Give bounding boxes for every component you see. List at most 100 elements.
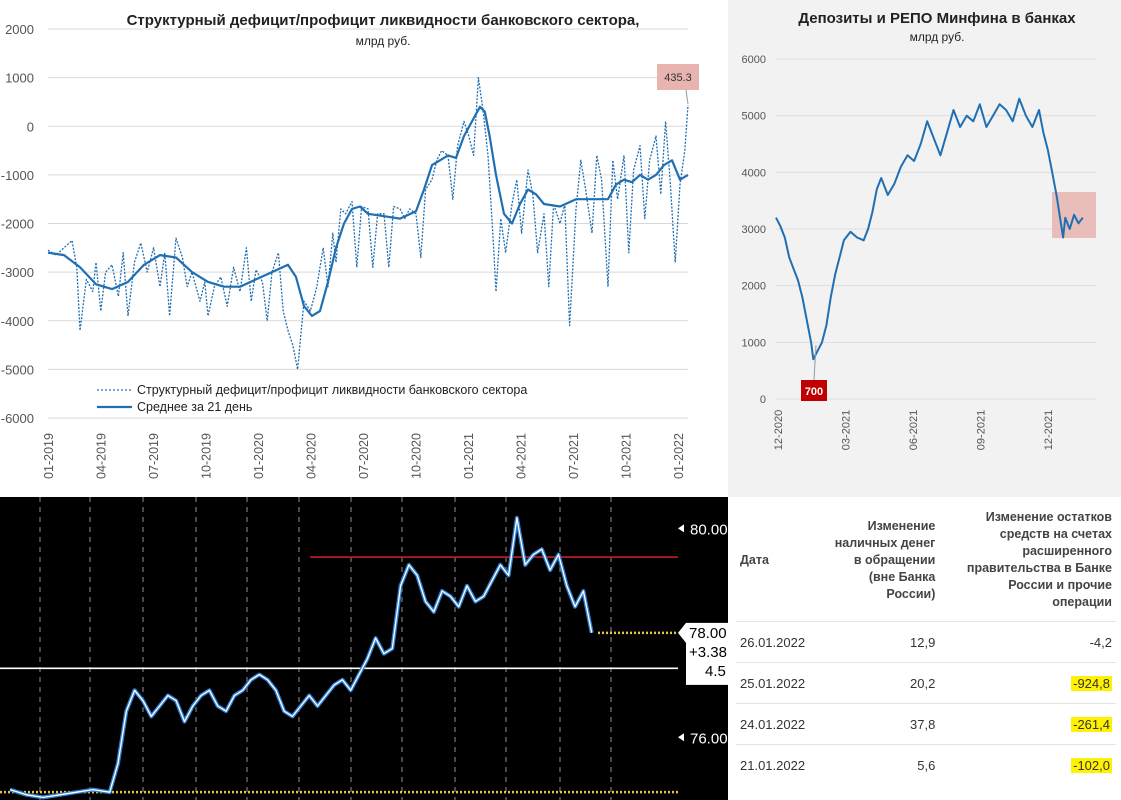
dep-y-tick-label: 0: [760, 394, 766, 406]
dep-y-tick-label: 5000: [742, 111, 766, 123]
table-header-row: Дата Изменение наличных денег в обращени…: [736, 509, 1116, 622]
header-date: Дата: [740, 552, 769, 567]
liq-y-tick-label: -5000: [1, 362, 34, 377]
header-gov-line: России и прочие: [1008, 578, 1112, 592]
liq-y-tick-label: 1000: [5, 71, 34, 86]
cell-date: 24.01.2022: [736, 703, 814, 745]
liq-y-tick-label: 0: [27, 119, 34, 134]
header-gov-line: средств на счетах: [999, 527, 1112, 541]
liquidity-chart-title: Структурный дефицит/профицит ликвидности…: [127, 12, 640, 29]
deposits-chart-title: Депозиты и РЕПО Минфина в банках: [798, 10, 1076, 27]
liq-x-tick-label: 01-2020: [252, 433, 266, 479]
fx-price-change: +3.38: [689, 644, 727, 661]
deposits-chart: Депозиты и РЕПО Минфина в банках млрд ру…: [742, 10, 1096, 450]
min-callout-pointer: [813, 344, 817, 381]
liquidity-chart-subtitle: млрд руб.: [356, 34, 411, 48]
liq-y-tick-label: 2000: [5, 22, 34, 37]
series-structural-liquidity: [47, 76, 689, 371]
header-cash-line: Изменение: [867, 518, 936, 533]
dep-x-tick-label: 06-2021: [908, 410, 920, 450]
fx-tick-marker: [678, 524, 684, 533]
dep-x-tick-label: 03-2021: [841, 410, 853, 450]
series-21-day-average: [47, 105, 689, 317]
liq-x-tick-label: 07-2020: [357, 433, 371, 479]
liq-x-tick-label: 01-2021: [462, 433, 476, 479]
header-gov-line: операции: [1052, 595, 1112, 609]
dep-y-tick-label: 6000: [742, 54, 766, 66]
header-cash-line: в обращении: [853, 552, 936, 567]
header-cash-line: России): [886, 586, 936, 601]
dep-x-tick-label: 12-2021: [1043, 410, 1055, 450]
liq-x-tick-label: 10-2021: [620, 433, 634, 479]
min-value-callout: [801, 380, 827, 401]
fx-last-price-box: [678, 622, 728, 685]
dep-y-tick-label: 1000: [742, 337, 766, 349]
liq-y-tick-label: -2000: [1, 217, 34, 232]
dep-y-tick-label: 2000: [742, 281, 766, 293]
cell-gov: -102,0: [939, 744, 1116, 785]
liquidity-factors-table-panel: Дата Изменение наличных денег в обращени…: [728, 497, 1121, 800]
header-gov-line: Изменение остатков: [985, 510, 1112, 524]
fx-tick-marker: [678, 733, 684, 742]
table-row: 21.01.2022 5,6 -102,0: [736, 744, 1116, 785]
header-cash: Изменение наличных денег в обращении (вн…: [814, 509, 939, 622]
last-value-callout: [657, 64, 699, 90]
cell-cash: 5,6: [814, 744, 940, 785]
series-price-shadow: [9, 515, 594, 800]
table-row: 24.01.2022 37,8 -261,4: [736, 703, 1116, 745]
liq-y-tick-label: -6000: [1, 411, 34, 426]
series-minfin-deposits: [775, 97, 1084, 361]
cell-gov-value: -4,2: [1089, 634, 1112, 650]
header-cash-line: наличных денег: [834, 535, 936, 550]
cell-gov-value-highlighted: -924,8: [1071, 675, 1112, 691]
liq-x-tick-label: 10-2020: [410, 433, 424, 479]
cell-gov-value-highlighted: -261,4: [1071, 716, 1112, 732]
series-price: [9, 517, 593, 799]
fx-y-tick-label: 76.00: [690, 730, 728, 747]
legend-label-average: Среднее за 21 день: [137, 400, 252, 414]
dep-y-tick-label: 3000: [742, 224, 766, 236]
cell-cash: 37,8: [814, 703, 940, 745]
last-value-label: 435.3: [664, 72, 692, 84]
deposits-chart-subtitle: млрд руб.: [910, 30, 965, 44]
cell-gov: -261,4: [939, 703, 1116, 745]
cell-gov: -924,8: [939, 662, 1116, 704]
cell-cash: 20,2: [814, 662, 940, 704]
fx-extra-value: 4.5: [705, 663, 726, 680]
header-gov-line: расширенного: [1022, 544, 1112, 558]
fx-last-price: 78.00: [689, 625, 727, 642]
legend-label-structural: Структурный дефицит/профицит ликвидности…: [137, 383, 527, 397]
callout-pointer: [685, 89, 689, 105]
header-cash-line: (вне Банка: [868, 569, 936, 584]
liquidity-chart: Структурный дефицит/профицит ликвидности…: [1, 12, 699, 479]
header-gov-line: правительства в Банке: [966, 561, 1112, 575]
liquidity-chart-panel: Структурный дефицит/профицит ликвидности…: [0, 0, 728, 497]
liq-x-tick-label: 10-2019: [200, 433, 214, 479]
deposits-chart-panel: Депозиты и РЕПО Минфина в банках млрд ру…: [728, 0, 1121, 497]
dep-x-tick-label: 09-2021: [976, 410, 988, 450]
cell-cash: 12,9: [814, 621, 940, 663]
exchange-rate-chart-panel: 80.00 76.00 78.00 +3.38 4.5: [0, 497, 728, 800]
liq-x-tick-label: 07-2019: [147, 433, 161, 479]
cell-date: 26.01.2022: [736, 621, 814, 663]
liq-x-tick-label: 04-2019: [95, 433, 109, 479]
liq-x-tick-label: 01-2022: [672, 433, 686, 479]
liq-x-tick-label: 07-2021: [567, 433, 581, 479]
cell-gov: -4,2: [939, 621, 1116, 663]
table-row: 26.01.2022 12,9 -4,2: [736, 621, 1116, 663]
fx-y-tick-label: 80.00: [690, 521, 728, 538]
cell-date: 25.01.2022: [736, 662, 814, 704]
liq-y-tick-label: -4000: [1, 314, 34, 329]
liq-y-tick-label: -1000: [1, 168, 34, 183]
liq-x-tick-label: 01-2019: [42, 433, 56, 479]
min-value-label: 700: [805, 386, 823, 398]
legend: Структурный дефицит/профицит ликвидности…: [97, 383, 527, 414]
cell-gov-value-highlighted: -102,0: [1071, 757, 1112, 773]
liq-x-tick-label: 04-2020: [305, 433, 319, 479]
dep-y-tick-label: 4000: [742, 167, 766, 179]
dep-x-tick-label: 12-2020: [773, 410, 785, 450]
header-gov: Изменение остатков средств на счетах рас…: [939, 509, 1116, 622]
cell-date: 21.01.2022: [736, 744, 814, 785]
exchange-rate-chart: 80.00 76.00 78.00 +3.38 4.5: [0, 497, 728, 800]
table-row: 25.01.2022 20,2 -924,8: [736, 662, 1116, 704]
